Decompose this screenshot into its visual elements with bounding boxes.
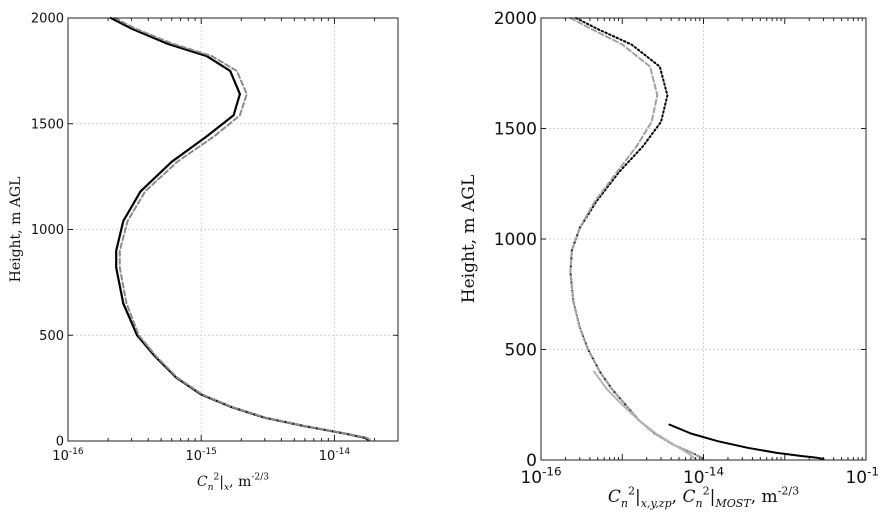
x-tick-label: 10-16	[520, 464, 561, 488]
y-tick-label: 1500	[31, 117, 64, 132]
series-line-3	[593, 370, 697, 460]
y-axis-label: Height, m AGL	[8, 177, 24, 283]
x-tick-label: 10-12	[845, 464, 878, 488]
y-tick-label: 0	[526, 451, 537, 471]
y-tick-label: 500	[39, 329, 64, 344]
y-axis-label: Height, m AGL	[459, 175, 479, 303]
series-line-4	[668, 423, 825, 460]
y-tick-label: 2000	[494, 9, 537, 29]
series-line-1	[109, 16, 370, 441]
y-tick-label: 1000	[31, 223, 64, 238]
x-tick-label: 10-14	[683, 464, 724, 488]
x-tick-label: 10-14	[319, 447, 351, 464]
y-tick-label: 500	[505, 340, 537, 360]
chart-right: 0 500 1000 1500 2000 10-16 10-14 10-12 Height, m…	[459, 9, 878, 510]
x-tick-label: 10-15	[186, 447, 217, 464]
y-tick-label: 0	[56, 435, 64, 450]
chart-left: 0 500 1000 1500 2000 10-16 10-15 10-14 Height, m…	[8, 12, 399, 494]
y-tick-label: 1500	[494, 119, 537, 139]
y-tick-label: 2000	[31, 12, 64, 27]
x-tick-label: 10-16	[52, 447, 84, 464]
x-axis-label: Cn2|x,y,zp, Cn2|MOST, m-2/3	[608, 484, 799, 510]
series-line-2	[113, 17, 371, 441]
y-tick-label: 1000	[494, 230, 537, 250]
x-axis-label: Cn2|x, m-2/3	[197, 473, 269, 494]
